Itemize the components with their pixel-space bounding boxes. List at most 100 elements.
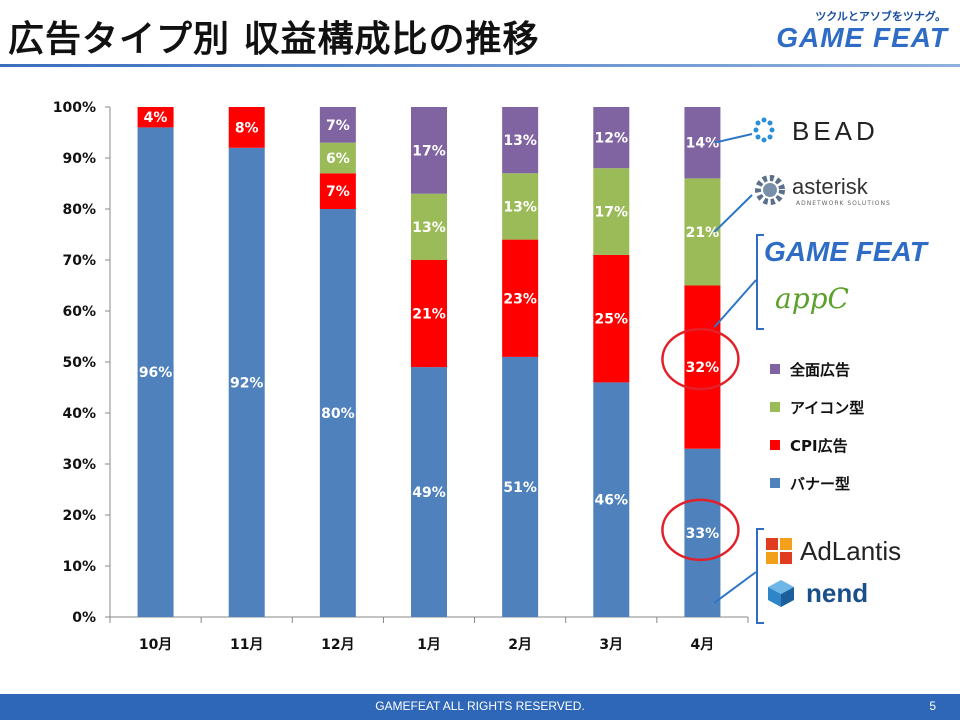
x-tick-label: 1月: [417, 637, 441, 653]
bead-icon: [753, 117, 775, 143]
legend-label: CPI広告: [790, 436, 848, 455]
highlight-ellipse-banner: [661, 498, 740, 562]
y-tick-label: 50%: [62, 355, 96, 371]
connector-icon-ad: [713, 194, 753, 233]
bar-segment: [319, 142, 356, 174]
y-tick-label: 30%: [62, 457, 96, 473]
adlantis-logo: AdLantis: [766, 536, 936, 572]
bar-segment: [502, 107, 539, 174]
data-label: 17%: [412, 143, 446, 159]
legend-item: CPI広告: [770, 435, 848, 455]
gamefeat-appc-bracket: [756, 234, 764, 330]
bar-segment: [228, 147, 265, 618]
connector-lines: [713, 133, 757, 604]
data-label: 49%: [412, 485, 446, 501]
y-tick-label: 0%: [72, 610, 96, 626]
bar-segment: [593, 168, 630, 255]
bar-segment: [319, 107, 356, 143]
x-tick-label: 4月: [691, 637, 715, 653]
y-axis: 0% 10% 20% 30% 40% 50% 60% 70% 80% 90% 100%: [53, 100, 749, 626]
bar-segment: [319, 209, 356, 617]
legend-label: バナー型: [790, 474, 851, 493]
data-label: 8%: [235, 120, 259, 136]
bar-segment: [411, 367, 447, 617]
data-label: 13%: [412, 220, 446, 236]
connector-banner-ad: [713, 571, 757, 604]
data-label: 51%: [503, 480, 537, 496]
data-label: 6%: [326, 151, 350, 167]
gamefeat-partner-text: GAME FEAT: [764, 236, 927, 267]
page-title: 広告タイプ別 収益構成比の推移: [8, 19, 540, 60]
nend-logo-text: nend: [806, 578, 869, 608]
data-label: 23%: [503, 291, 537, 307]
bar-segment: [228, 107, 265, 148]
data-label: 33%: [686, 526, 720, 542]
nend-logo: nend: [766, 578, 936, 612]
highlight-ellipse-cpi: [661, 327, 740, 391]
x-tick-label: 11月: [230, 637, 263, 653]
connector-full-ad: [714, 133, 753, 144]
gear-icon: [755, 175, 785, 205]
legend-swatch: [770, 402, 780, 412]
legend-swatch: [770, 364, 780, 374]
bar-segment: [593, 382, 630, 617]
data-label: 21%: [412, 307, 446, 323]
bar-segment: [684, 285, 721, 449]
y-tick-label: 100%: [53, 100, 96, 116]
appc-logo-text: appC: [775, 282, 849, 315]
title-underline: [0, 64, 960, 67]
brand-logo: GAME FEAT: [776, 22, 948, 53]
bar-segment: [593, 107, 630, 169]
x-tick-label: 2月: [508, 637, 532, 653]
adlantis-icon: [766, 538, 792, 564]
data-label: 7%: [326, 184, 350, 200]
asterisk-logo-subtext: ADNETWORK SOLUTIONS: [796, 200, 891, 207]
bar-segment: [502, 356, 539, 617]
legend-label: アイコン型: [790, 398, 865, 417]
footer-copyright: GAMEFEAT ALL RIGHTS RESERVED.: [375, 699, 585, 713]
bar-segment: [319, 173, 356, 209]
legend-swatch: [770, 478, 780, 488]
bead-logo: BEAD: [752, 112, 902, 152]
bar-segment: [137, 127, 174, 618]
data-label: 25%: [595, 312, 629, 328]
appc-logo: appC: [775, 282, 895, 318]
data-label: 7%: [326, 118, 350, 134]
legend-item: 全面広告: [770, 359, 850, 379]
data-label: 80%: [321, 406, 355, 422]
x-axis-labels: 10月 11月 12月 1月 2月 3月 4月: [139, 637, 714, 653]
y-tick-label: 40%: [62, 406, 96, 422]
x-tick-label: 3月: [599, 637, 623, 653]
legend-swatch: [770, 440, 780, 450]
bar-segment: [502, 239, 539, 357]
data-label: 92%: [230, 375, 264, 391]
bar-segment: [411, 260, 447, 368]
bar-segment: [593, 254, 630, 383]
data-label: 14%: [686, 136, 720, 152]
bar-series-group: 96% 4% 92% 8% 80% 7% 6% 7% 49% 21% 13% 17% 51% 23% 13%…: [137, 107, 721, 618]
bar-segment: [137, 107, 174, 128]
chart-legend: 全面広告アイコン型 CPI広告バナー型: [758, 345, 908, 510]
y-tick-label: 80%: [62, 202, 96, 218]
bar-segment: [411, 107, 447, 194]
bar-segment: [502, 173, 539, 240]
data-label: 96%: [139, 365, 173, 381]
legend-label: 全面広告: [790, 360, 851, 379]
brand-tagline: ツクルとアソブをツナグ。: [815, 10, 946, 23]
data-label: 17%: [595, 205, 629, 221]
gamefeat-partner-logo: GAME FEAT: [764, 236, 954, 272]
data-label: 46%: [595, 493, 629, 509]
y-tick-label: 70%: [62, 253, 96, 269]
adlantis-nend-bracket: [756, 528, 764, 624]
data-label: 21%: [686, 225, 720, 241]
data-label: 13%: [503, 199, 537, 215]
page-number: 5: [929, 699, 936, 713]
y-tick-label: 60%: [62, 304, 96, 320]
adlantis-logo-text: AdLantis: [800, 536, 902, 566]
legend-item: アイコン型: [770, 397, 864, 417]
data-label: 4%: [144, 110, 168, 126]
nend-cube-icon: [768, 580, 794, 607]
y-tick-label: 20%: [62, 508, 96, 524]
y-tick-label: 90%: [62, 151, 96, 167]
x-tick-label: 10月: [139, 637, 172, 653]
